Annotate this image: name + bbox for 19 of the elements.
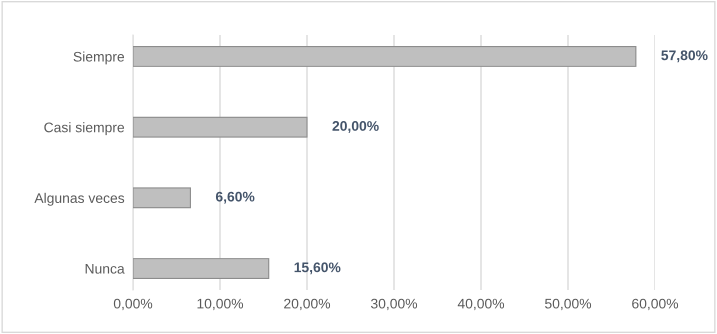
bar: [133, 258, 270, 279]
data-label: 6,60%: [216, 192, 254, 204]
bar: [133, 46, 636, 67]
y-tick-label: Algunas veces: [34, 192, 124, 206]
y-tick-label: Casi siempre: [44, 122, 124, 136]
x-tick-label: 0,00%: [114, 298, 152, 310]
x-tick-label: 30,00%: [370, 298, 418, 310]
data-label: 15,60%: [294, 262, 340, 274]
y-tick-label: Nunca: [86, 264, 125, 274]
x-tick-label: 10,00%: [198, 298, 244, 310]
bar: [133, 116, 308, 138]
bar: [133, 187, 191, 208]
x-tick-label: 20,00%: [284, 298, 330, 310]
x-tick-label: 60,00%: [632, 298, 678, 310]
x-tick-label: 40,00%: [458, 298, 504, 310]
y-tick-label: Siempre: [74, 51, 124, 64]
data-label: 20,00%: [332, 121, 379, 133]
data-label: 57,80%: [661, 50, 708, 62]
x-tick-label: 50,00%: [545, 298, 592, 310]
